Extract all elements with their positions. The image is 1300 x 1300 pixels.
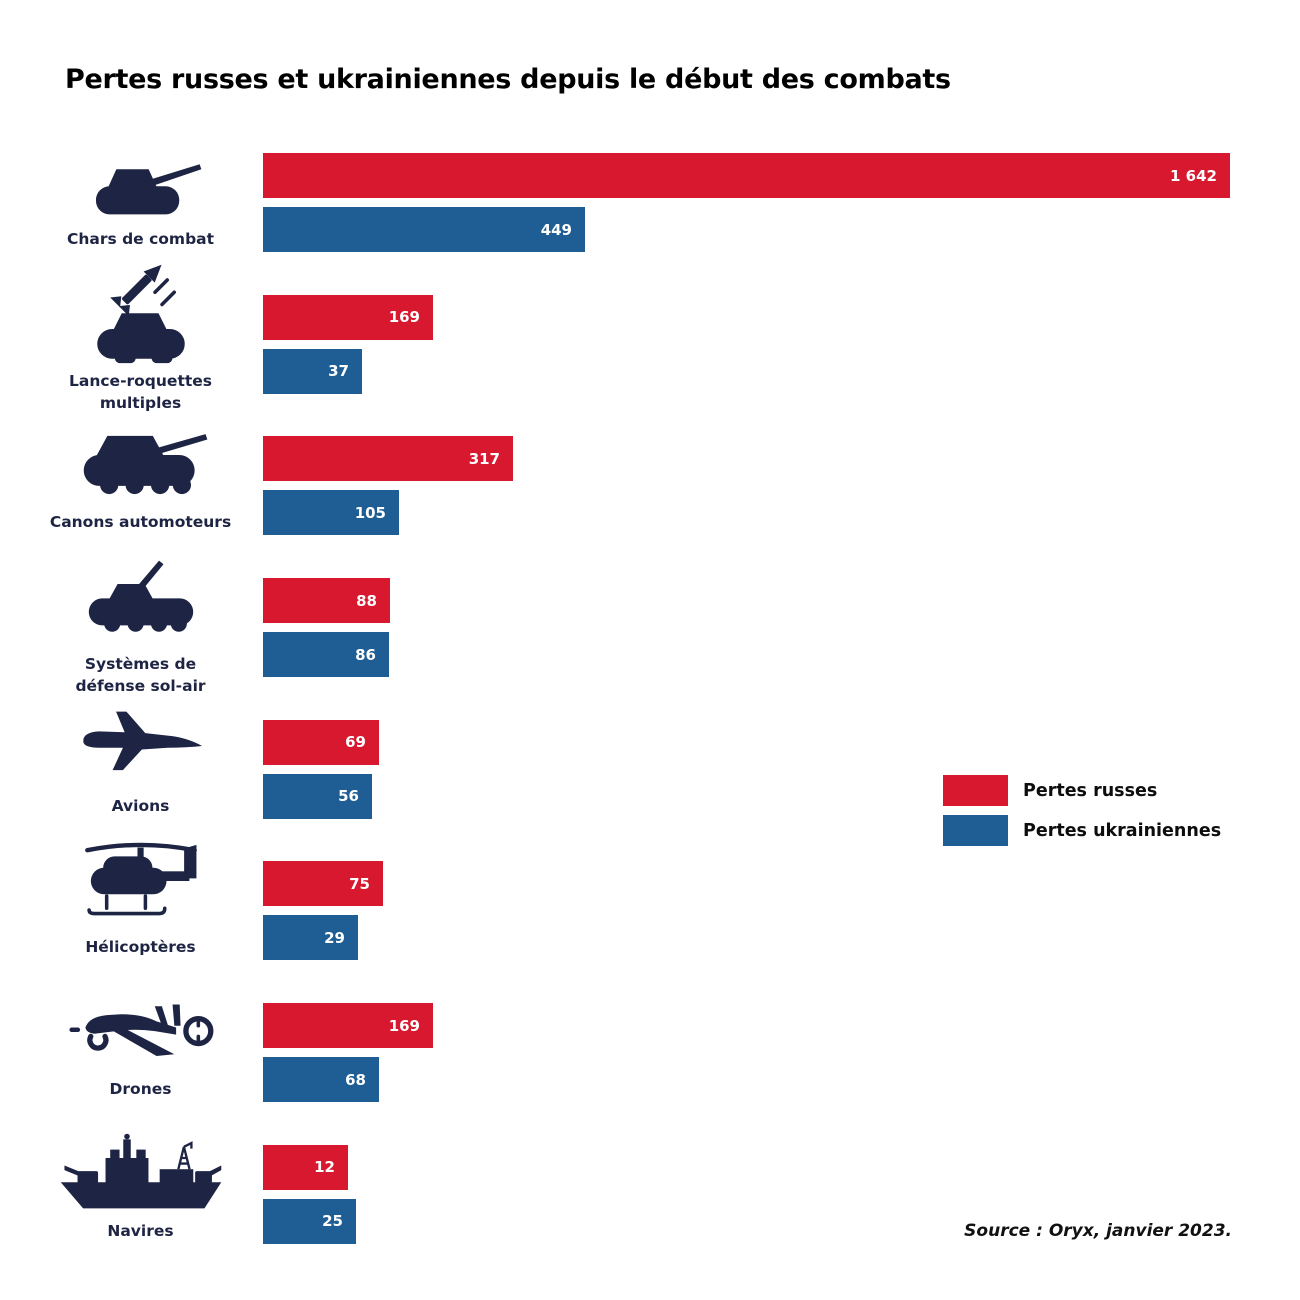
category-label: Hélicoptères — [85, 938, 196, 957]
legend-label-russes: Pertes russes — [1023, 780, 1158, 801]
category-bars: 69 56 — [263, 719, 1300, 862]
bar-value-label: 12 — [314, 1158, 335, 1177]
category-figure: Avions — [0, 711, 263, 862]
category-bars: 75 29 — [263, 861, 1300, 1003]
bar-value-label: 86 — [355, 645, 376, 664]
bar-pertes-russes: 169 — [263, 1003, 433, 1049]
source-note: Source : Oryx, janvier 2023. — [964, 1221, 1232, 1241]
legend-swatch-ukrainiennes — [943, 815, 1008, 846]
bar-pertes-ukrainiennes: 37 — [263, 348, 362, 394]
category-label: Systèmes de défense sol-air — [75, 655, 206, 696]
bar-value-label: 25 — [322, 1212, 343, 1231]
bar-value-label: 37 — [328, 362, 349, 381]
sam-vehicle-icon — [78, 557, 204, 647]
category-figure: Canons automoteurs — [0, 434, 263, 578]
chart-title: Pertes russes et ukrainiennes depuis le … — [65, 64, 951, 95]
bar-value-label: 169 — [388, 1016, 420, 1035]
chart-row: Navires 12 25 — [0, 1133, 1300, 1287]
chart-row: Systèmes de défense sol-air 88 86 — [0, 560, 1300, 720]
bar-value-label: 1 642 — [1170, 166, 1217, 185]
bar-pertes-russes: 75 — [263, 861, 383, 907]
category-label: Drones — [109, 1080, 172, 1099]
category-label: Canons automoteurs — [49, 513, 232, 532]
self-propelled-gun-icon — [72, 425, 210, 505]
legend: Pertes russes Pertes ukrainiennes — [943, 775, 1221, 855]
drone-icon — [67, 992, 215, 1072]
bar-value-label: 169 — [388, 308, 420, 327]
fighter-jet-icon — [76, 703, 206, 789]
bar-value-label: 317 — [468, 449, 500, 468]
bar-value-label: 56 — [338, 787, 359, 806]
bar-pertes-ukrainiennes: 29 — [263, 915, 358, 961]
category-bars: 169 68 — [263, 1003, 1300, 1145]
category-figure: Hélicoptères — [0, 843, 263, 1003]
category-label: Lance-roquettes multiples — [69, 372, 212, 412]
bar-value-label: 68 — [345, 1070, 366, 1089]
chart-row: Avions 69 56 — [0, 711, 1300, 862]
bar-pertes-russes: 69 — [263, 719, 379, 765]
category-figure: Drones — [0, 1003, 263, 1145]
helicopter-icon — [75, 832, 207, 930]
category-label: Chars de combat — [66, 230, 215, 248]
category-bars: 169 37 — [263, 294, 1300, 437]
bar-value-label: 69 — [345, 733, 366, 752]
bar-pertes-ukrainiennes: 56 — [263, 773, 372, 819]
category-bars: 12 25 — [263, 1144, 1300, 1287]
legend-label-ukrainiennes: Pertes ukrainiennes — [1023, 820, 1222, 841]
category-figure: Chars de combat — [0, 153, 263, 295]
category-bars: 88 86 — [263, 578, 1300, 720]
chart-row: Chars de combat 1 642 449 — [0, 153, 1300, 295]
bar-value-label: 88 — [356, 591, 377, 610]
bar-pertes-russes: 169 — [263, 294, 433, 340]
chart-row: Lance-roquettes multiples 169 37 — [0, 264, 1300, 437]
tank-icon — [76, 154, 206, 222]
category-bars: 1 642 449 — [263, 153, 1300, 295]
legend-swatch-russes — [943, 775, 1008, 806]
category-bars: 317 105 — [263, 436, 1300, 578]
bar-chart: Chars de combat 1 642 449 Lance-roquette… — [0, 153, 1300, 1287]
bar-pertes-ukrainiennes: 25 — [263, 1198, 356, 1244]
bar-pertes-ukrainiennes: 105 — [263, 490, 399, 536]
bar-pertes-ukrainiennes: 86 — [263, 632, 389, 678]
legend-item-ukrainiennes: Pertes ukrainiennes — [943, 815, 1221, 846]
bar-pertes-russes: 317 — [263, 436, 513, 482]
warship-icon — [57, 1130, 225, 1214]
legend-item-russes: Pertes russes — [943, 775, 1221, 806]
bar-value-label: 29 — [324, 928, 345, 947]
category-figure: Lance-roquettes multiples — [0, 264, 263, 437]
bar-pertes-russes: 88 — [263, 578, 390, 624]
chart-row: Drones 169 68 — [0, 1003, 1300, 1145]
bar-pertes-ukrainiennes: 449 — [263, 207, 585, 252]
mlrs-icon — [88, 252, 194, 364]
category-label: Avions — [111, 796, 170, 815]
category-figure: Navires — [0, 1133, 263, 1287]
bar-value-label: 75 — [349, 874, 370, 893]
chart-row: Hélicoptères 75 29 — [0, 843, 1300, 1003]
bar-pertes-russes: 1 642 — [263, 153, 1230, 198]
category-figure: Systèmes de défense sol-air — [0, 560, 263, 720]
bar-value-label: 105 — [354, 503, 386, 522]
bar-pertes-russes: 12 — [263, 1144, 348, 1190]
bar-value-label: 449 — [540, 220, 572, 239]
category-label: Navires — [107, 1221, 174, 1240]
bar-pertes-ukrainiennes: 68 — [263, 1057, 379, 1103]
chart-row: Canons automoteurs 317 105 — [0, 434, 1300, 578]
